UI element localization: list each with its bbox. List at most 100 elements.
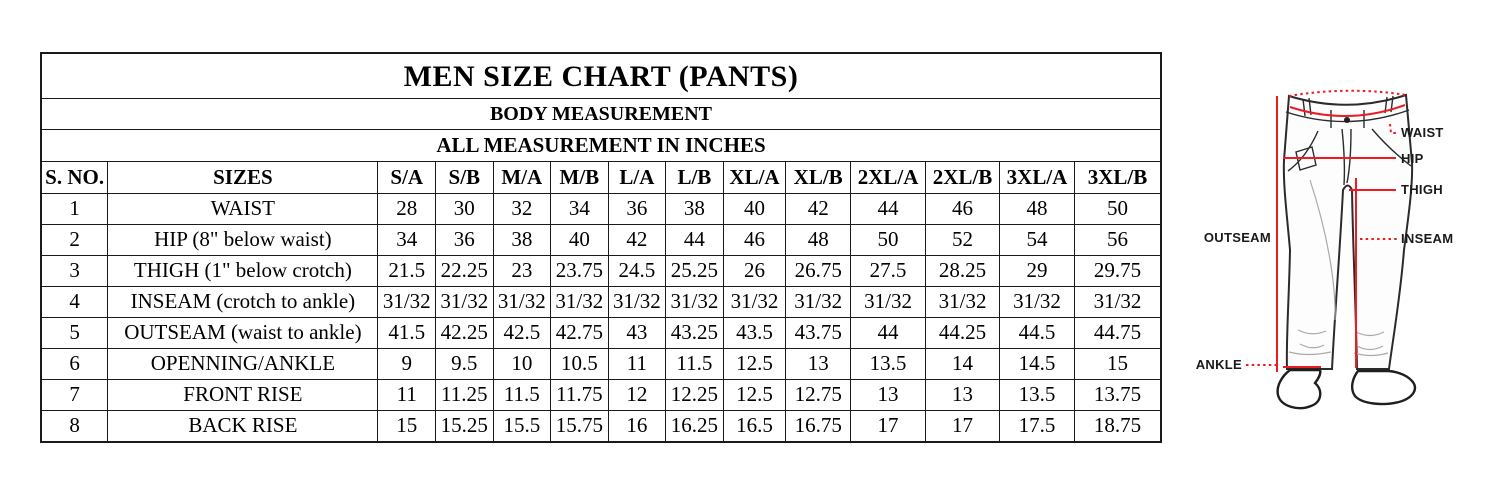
size-chart-table: MEN SIZE CHART (PANTS) BODY MEASUREMENT … bbox=[40, 52, 1162, 443]
size-value: 31/32 bbox=[785, 286, 852, 318]
column-header-xl-a: XL/A bbox=[722, 161, 787, 194]
size-value: 23.75 bbox=[550, 255, 609, 287]
wrinkle-lines bbox=[1288, 179, 1389, 357]
size-value: 44 bbox=[665, 224, 724, 256]
size-value: 29.75 bbox=[1074, 255, 1162, 287]
size-value: 54 bbox=[999, 224, 1076, 256]
size-value: 36 bbox=[607, 193, 667, 225]
size-value: 31/32 bbox=[1074, 286, 1162, 318]
pants-outline bbox=[1282, 93, 1414, 370]
size-value: 15 bbox=[377, 410, 437, 443]
size-value: 38 bbox=[665, 193, 724, 225]
size-value: 11.25 bbox=[435, 379, 494, 411]
size-value: 50 bbox=[850, 224, 927, 256]
size-value: 27.5 bbox=[850, 255, 927, 287]
size-value: 17.5 bbox=[999, 410, 1076, 443]
size-value: 31/32 bbox=[722, 286, 787, 318]
measurement-label: HIP (8" below waist) bbox=[107, 224, 379, 256]
size-value: 17 bbox=[925, 410, 1001, 443]
size-value: 31/32 bbox=[607, 286, 667, 318]
size-value: 31/32 bbox=[377, 286, 437, 318]
size-value: 40 bbox=[550, 224, 609, 256]
column-header-2xl-b: 2XL/B bbox=[925, 161, 1001, 194]
size-value: 12.5 bbox=[722, 348, 787, 380]
size-row-4: 4 INSEAM (crotch to ankle) 31/32 31/32 31/32… bbox=[40, 286, 1162, 318]
size-value: 26 bbox=[722, 255, 787, 287]
measurement-label: THIGH (1" below crotch) bbox=[107, 255, 379, 287]
size-value: 40 bbox=[722, 193, 787, 225]
row-number: 5 bbox=[40, 317, 109, 349]
size-value: 14 bbox=[925, 348, 1001, 380]
size-value: 9.5 bbox=[435, 348, 494, 380]
right-shoe bbox=[1350, 369, 1417, 406]
size-value: 42 bbox=[785, 193, 852, 225]
waist-label: WAIST bbox=[1401, 125, 1444, 140]
size-value: 46 bbox=[925, 193, 1001, 225]
column-header-3xl-b: 3XL/B bbox=[1074, 161, 1162, 194]
size-row-7: 7 FRONT RISE 11 11.25 11.5 11.75 12 12.25 12.5 12… bbox=[40, 379, 1162, 411]
size-value: 11.75 bbox=[550, 379, 609, 411]
size-value: 13.5 bbox=[999, 379, 1076, 411]
size-value: 52 bbox=[925, 224, 1001, 256]
waist-opening-dotted bbox=[1288, 89, 1407, 97]
size-value: 28.25 bbox=[925, 255, 1001, 287]
column-header-s-b: S/B bbox=[435, 161, 494, 194]
size-value: 42.75 bbox=[550, 317, 609, 349]
size-value: 12.25 bbox=[665, 379, 724, 411]
thigh-label: THIGH bbox=[1401, 182, 1443, 197]
size-value: 13 bbox=[925, 379, 1001, 411]
size-chart: MEN SIZE CHART (PANTS) BODY MEASUREMENT … bbox=[40, 52, 1162, 443]
size-value: 42.5 bbox=[492, 317, 552, 349]
size-value: 13.5 bbox=[850, 348, 927, 380]
size-value: 23 bbox=[492, 255, 552, 287]
table-note-row: ALL MEASUREMENT IN INCHES bbox=[40, 129, 1162, 162]
column-header-xl-b: XL/B bbox=[785, 161, 852, 194]
column-header-m-b: M/B bbox=[550, 161, 609, 194]
size-value: 15 bbox=[1074, 348, 1162, 380]
size-row-6: 6 OPENNING/ANKLE 9 9.5 10 10.5 11 11.5 12.5 13 13.… bbox=[40, 348, 1162, 380]
size-value: 48 bbox=[785, 224, 852, 256]
measurement-label: WAIST bbox=[107, 193, 379, 225]
size-value: 50 bbox=[1074, 193, 1162, 225]
row-number: 1 bbox=[40, 193, 109, 225]
size-value: 31/32 bbox=[850, 286, 927, 318]
left-shoe bbox=[1276, 368, 1322, 410]
size-value: 29 bbox=[999, 255, 1076, 287]
size-value: 31/32 bbox=[435, 286, 494, 318]
size-value: 12.5 bbox=[722, 379, 787, 411]
size-value: 38 bbox=[492, 224, 552, 256]
column-header-sizes: SIZES bbox=[107, 161, 379, 194]
right-pocket bbox=[1371, 128, 1412, 167]
measurement-label: OPENNING/ANKLE bbox=[107, 348, 379, 380]
size-value: 44.5 bbox=[999, 317, 1076, 349]
waist-leader-dotted bbox=[1389, 123, 1398, 134]
measurement-label: FRONT RISE bbox=[107, 379, 379, 411]
inseam-label: INSEAM bbox=[1401, 231, 1453, 246]
size-value: 30 bbox=[435, 193, 494, 225]
size-value: 25.25 bbox=[665, 255, 724, 287]
size-value: 12 bbox=[607, 379, 667, 411]
size-value: 43 bbox=[607, 317, 667, 349]
measurement-label: OUTSEAM (waist to ankle) bbox=[107, 317, 379, 349]
size-value: 44.25 bbox=[925, 317, 1001, 349]
size-value: 44 bbox=[850, 317, 927, 349]
row-number: 8 bbox=[40, 410, 109, 443]
size-value: 13 bbox=[850, 379, 927, 411]
size-value: 48 bbox=[999, 193, 1076, 225]
size-value: 36 bbox=[435, 224, 494, 256]
row-number: 6 bbox=[40, 348, 109, 380]
size-value: 11 bbox=[607, 348, 667, 380]
ankle-label: ANKLE bbox=[1196, 357, 1242, 372]
size-value: 34 bbox=[377, 224, 437, 256]
size-row-1: 1 WAIST 28 30 32 34 36 38 40 42 44 46 48 50 bbox=[40, 193, 1162, 225]
size-value: 43.5 bbox=[722, 317, 787, 349]
size-value: 17 bbox=[850, 410, 927, 443]
size-value: 11.5 bbox=[665, 348, 724, 380]
belt-loops bbox=[1302, 95, 1394, 128]
size-value: 18.75 bbox=[1074, 410, 1162, 443]
size-value: 26.75 bbox=[785, 255, 852, 287]
column-header-l-a: L/A bbox=[607, 161, 667, 194]
column-header-3xl-a: 3XL/A bbox=[999, 161, 1076, 194]
note-all-measurement: ALL MEASUREMENT IN INCHES bbox=[40, 129, 1162, 162]
